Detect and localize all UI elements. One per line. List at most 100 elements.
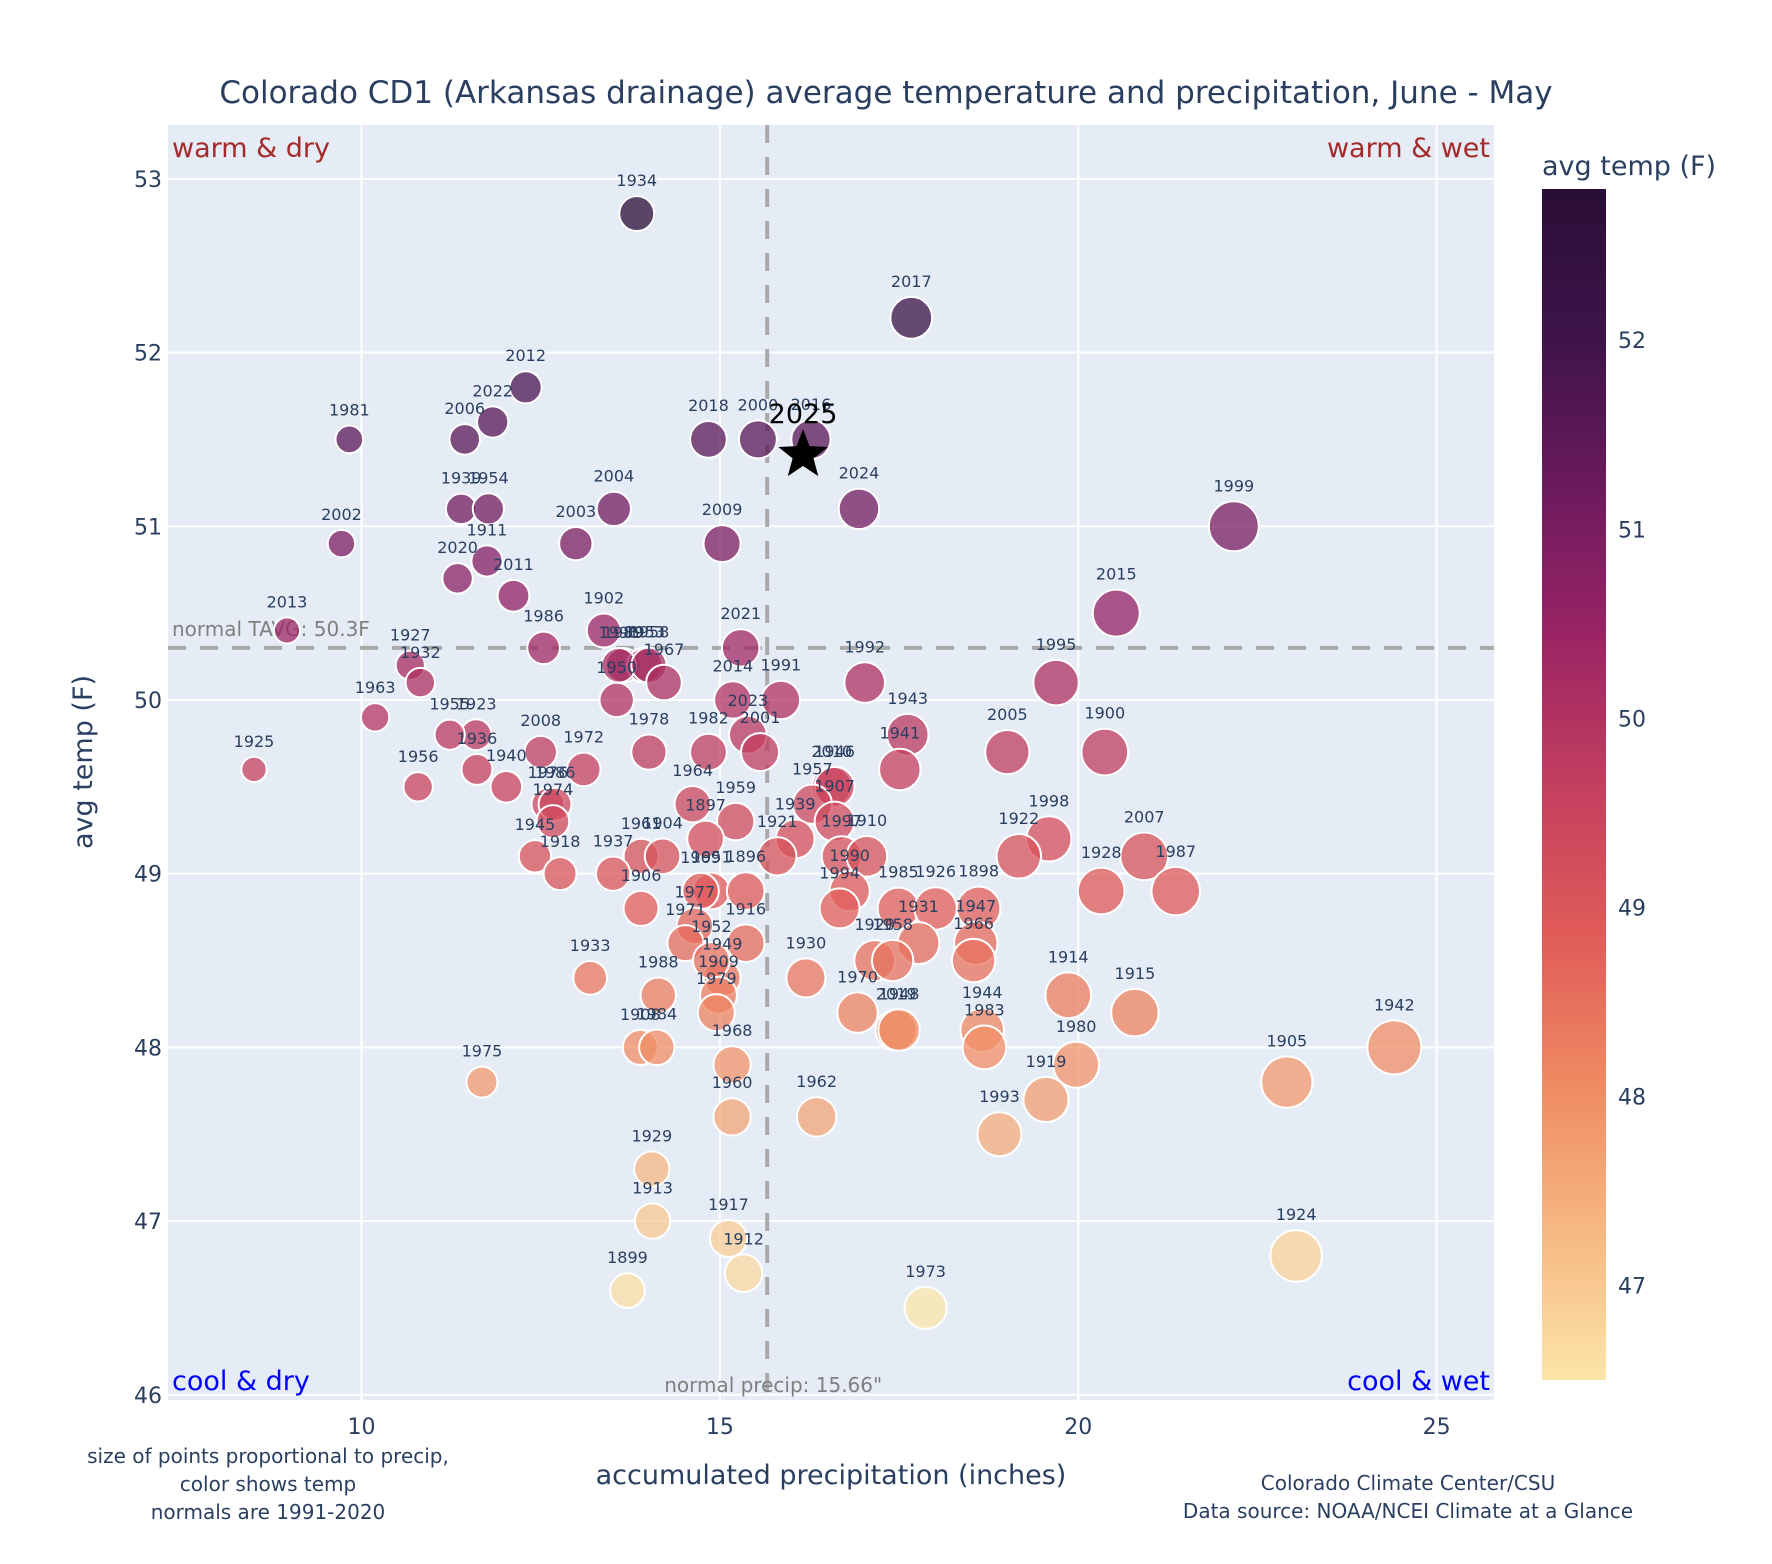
data-point — [465, 1065, 499, 1099]
data-point — [1022, 1075, 1070, 1124]
data-point — [1080, 727, 1130, 777]
data-point — [523, 734, 558, 770]
point-label: 1956 — [398, 747, 439, 766]
quadrant-labels: warm & dry warm & wet cool & dry cool & … — [172, 133, 1490, 1397]
data-point — [1091, 588, 1141, 638]
data-point — [845, 834, 889, 878]
point-label: 2002 — [321, 505, 362, 524]
data-point — [433, 718, 466, 751]
point-label: 1940 — [486, 746, 527, 765]
point-label: 1914 — [1048, 947, 1089, 966]
data-point — [1032, 658, 1080, 707]
point-label: 1908 — [620, 1005, 661, 1024]
data-point — [542, 856, 578, 892]
point-label: 1932 — [400, 643, 441, 662]
data-point — [1044, 971, 1093, 1020]
quadrant-cool-dry: cool & dry — [172, 1366, 310, 1397]
point-label: 1920 — [854, 915, 895, 934]
data-point — [757, 836, 798, 877]
data-point — [565, 751, 602, 788]
point-label: 1984 — [636, 1005, 677, 1024]
point-label: 1974 — [533, 780, 574, 799]
point-label: 1939 — [775, 794, 816, 813]
data-point — [1366, 1019, 1423, 1076]
data-point — [725, 871, 766, 911]
data-point — [889, 295, 934, 340]
highlight-label: 2025 — [769, 399, 838, 430]
point-label: 1896 — [725, 847, 766, 866]
point-label: 1998 — [1029, 791, 1070, 810]
data-point — [961, 1024, 1008, 1071]
colorbar-tick-label: 52 — [1618, 329, 1646, 354]
point-label: 1942 — [1374, 995, 1415, 1014]
point-label: 1975 — [462, 1042, 503, 1061]
point-label: 2011 — [493, 555, 534, 574]
x-axis-title: accumulated precipitation (inches) — [596, 1460, 1067, 1491]
point-label: 1951 — [691, 848, 732, 867]
point-label: 1994 — [819, 863, 860, 882]
data-point — [240, 755, 268, 784]
data-point — [638, 1028, 676, 1067]
data-point — [689, 420, 728, 459]
data-point — [334, 424, 365, 455]
data-point — [837, 487, 881, 531]
point-label: 1988 — [638, 953, 679, 972]
x-tick-label: 15 — [706, 1415, 734, 1440]
x-tick-label: 10 — [348, 1415, 376, 1440]
y-axis-title: avg temp (F) — [68, 675, 99, 849]
point-label: 1904 — [642, 814, 683, 833]
data-point — [489, 770, 524, 804]
point-label: 2022 — [472, 381, 513, 400]
point-label: 1963 — [355, 678, 396, 697]
point-label: 1964 — [672, 761, 713, 780]
note-line: normals are 1991-2020 — [151, 1500, 386, 1524]
point-label: 1993 — [979, 1087, 1020, 1106]
point-label: 1944 — [962, 983, 1003, 1002]
point-label: 1991 — [760, 656, 801, 675]
point-label: 1958 — [872, 915, 913, 934]
point-label: 1912 — [723, 1229, 764, 1248]
data-point — [643, 837, 682, 876]
point-label: 1959 — [715, 778, 756, 797]
data-point — [535, 804, 571, 839]
reference-lines: normal TAVG: 50.3F normal precip: 15.66" — [168, 125, 1494, 1400]
point-label: 1950 — [596, 658, 637, 677]
data-point — [843, 661, 887, 704]
plot-area — [168, 125, 1494, 1400]
point-label: 1996 — [598, 623, 639, 642]
point-label: 1999 — [1213, 476, 1254, 495]
point-label: 2001 — [740, 708, 781, 727]
y-tick-label: 48 — [134, 1036, 162, 1061]
point-label: 1962 — [796, 1072, 837, 1091]
point-label: 1905 — [1266, 1031, 1307, 1050]
point-label: 1919 — [1026, 1052, 1067, 1071]
point-label: 1946 — [814, 742, 855, 761]
point-label: 1957 — [792, 760, 833, 779]
point-label: 1923 — [456, 694, 497, 713]
point-label: 1997 — [821, 811, 862, 830]
point-label: 1943 — [887, 689, 928, 708]
point-labels: 1934 2017 2012 2022 1981 2006 2018 2000 2016 1939… — [234, 171, 1415, 1281]
point-label: 1986 — [523, 607, 564, 626]
data-point — [359, 702, 391, 733]
size-note: size of points proportional to precip, co… — [87, 1444, 449, 1524]
point-label: 2005 — [987, 705, 1028, 724]
point-label: 1933 — [570, 936, 611, 955]
data-point — [877, 1008, 921, 1052]
point-label: 1917 — [708, 1195, 749, 1214]
point-label: 2013 — [267, 592, 308, 611]
point-label: 2003 — [555, 502, 596, 521]
data-point — [471, 492, 505, 526]
point-label: 1970 — [837, 967, 878, 986]
point-label: 1983 — [964, 1001, 1005, 1020]
data-point — [1150, 865, 1201, 917]
data-point — [976, 1111, 1023, 1158]
point-label: 2015 — [1096, 565, 1137, 584]
data-point — [1110, 987, 1160, 1038]
data-point — [1207, 500, 1260, 553]
point-label: 1966 — [953, 914, 994, 933]
data-point — [737, 419, 778, 460]
note-line: size of points proportional to precip, — [87, 1444, 449, 1468]
point-label: 1979 — [696, 969, 737, 988]
data-point — [673, 785, 712, 824]
